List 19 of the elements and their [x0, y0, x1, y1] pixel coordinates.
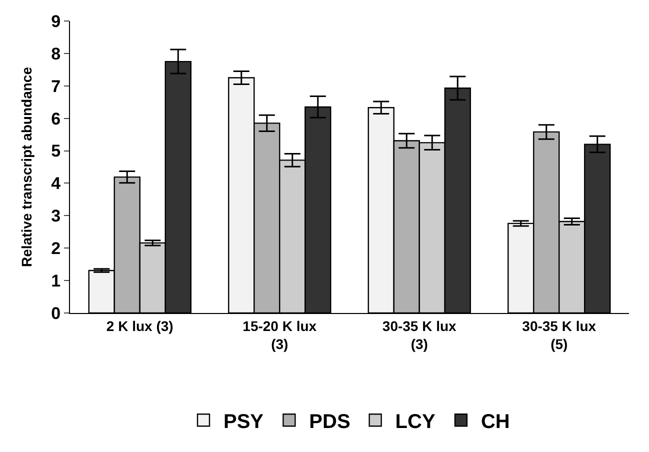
- y-tick-label: 4: [51, 174, 62, 194]
- y-tick-label: 1: [51, 272, 61, 291]
- x-tick-label: 2 K lux (3): [106, 318, 174, 334]
- y-tick-label: 7: [51, 76, 61, 96]
- legend-label: CH: [480, 410, 510, 433]
- y-tick-label: 5: [51, 142, 61, 161]
- legend-label: PSY: [224, 410, 264, 433]
- y-tick-label: 3: [51, 206, 61, 226]
- y-tick-label: 0: [51, 304, 61, 323]
- y-tick-label: 8: [51, 44, 61, 64]
- legend-label: PDS: [309, 410, 350, 433]
- y-tick-label: 6: [51, 109, 61, 128]
- x-tick-label: 30-35 K lux (5): [522, 318, 596, 352]
- y-tick-label: 9: [51, 12, 61, 31]
- x-tick-label: 30-35 K lux (3): [382, 318, 457, 352]
- y-axis-title: Relative transcript abundance: [18, 66, 35, 267]
- x-tick-label: 15-20 K lux (3): [242, 318, 317, 352]
- legend-label: LCY: [395, 410, 436, 433]
- y-tick-label: 2: [51, 239, 61, 258]
